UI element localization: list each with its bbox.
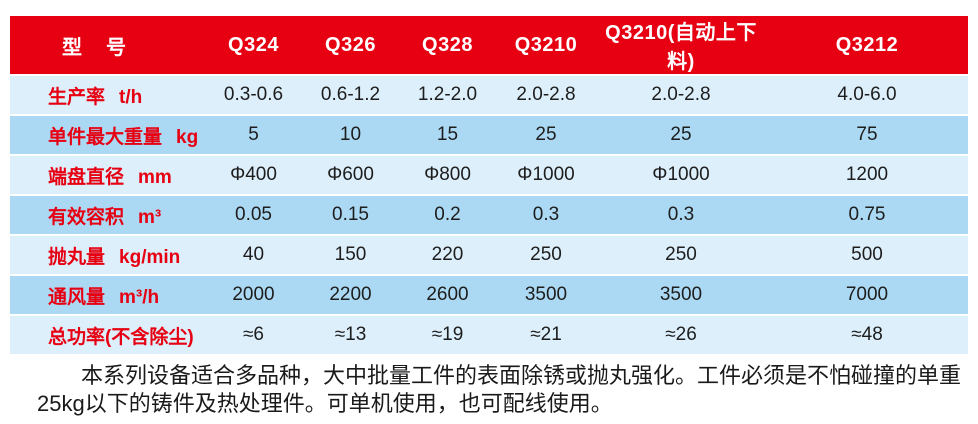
- row-unit-text: kg/min: [119, 246, 181, 268]
- spec-value: 0.3: [596, 195, 766, 236]
- model-header-q3210: Q3210: [496, 16, 596, 76]
- spec-value: 1200: [766, 155, 968, 196]
- row-label: 生产率 t/h: [10, 75, 205, 116]
- row-unit-text: mm: [138, 166, 172, 188]
- spec-value: ≈26: [596, 315, 766, 356]
- spec-value: 25: [596, 115, 766, 156]
- spec-value: 2600: [399, 275, 496, 316]
- spec-value: 4.0-6.0: [766, 75, 968, 116]
- row-unit-text: m³: [138, 206, 162, 228]
- row-unit-text: kg: [176, 126, 199, 148]
- row-label: 总功率(不含除尘): [10, 315, 205, 356]
- spec-value: 40: [205, 235, 302, 276]
- row-label-text: 单件最大重量: [48, 126, 163, 148]
- table-row-shot-flow: 抛丸量 kg/min 40 150 220 250 250 500: [10, 235, 968, 276]
- row-label-text: 生产率: [48, 86, 106, 108]
- model-header-q326: Q326: [302, 16, 399, 76]
- spec-value: 1.2-2.0: [399, 75, 496, 116]
- table-row-productivity: 生产率 t/h 0.3-0.6 0.6-1.2 1.2-2.0 2.0-2.8 2…: [10, 75, 968, 116]
- spec-value: 3500: [496, 275, 596, 316]
- spec-value: 0.6-1.2: [302, 75, 399, 116]
- spec-value: ≈13: [302, 315, 399, 356]
- spec-value: 5: [205, 115, 302, 156]
- row-unit-text: t/h: [119, 86, 143, 108]
- spec-value: 250: [596, 235, 766, 276]
- row-label: 抛丸量 kg/min: [10, 235, 205, 276]
- spec-value: 15: [399, 115, 496, 156]
- spec-value: 2.0-2.8: [596, 75, 766, 116]
- spec-value: 75: [766, 115, 968, 156]
- spec-value: 220: [399, 235, 496, 276]
- spec-value: 250: [496, 235, 596, 276]
- model-header-q324: Q324: [205, 16, 302, 76]
- spec-value: 2.0-2.8: [496, 75, 596, 116]
- table-header-row: 型 号 Q324 Q326 Q328 Q3210 Q3210(自动上下料) Q3…: [10, 16, 968, 76]
- spec-value: 25: [496, 115, 596, 156]
- spec-value: ≈19: [399, 315, 496, 356]
- spec-value: Φ400: [205, 155, 302, 196]
- spec-value: Φ1000: [596, 155, 766, 196]
- model-header-q328: Q328: [399, 16, 496, 76]
- table-row-max-piece-weight: 单件最大重量 kg 5 10 15 25 25 75: [10, 115, 968, 156]
- spec-value: 0.05: [205, 195, 302, 236]
- table-row-effective-volume: 有效容积 m³ 0.05 0.15 0.2 0.3 0.3 0.75: [10, 195, 968, 236]
- row-label-text: 抛丸量: [48, 246, 106, 268]
- model-header-q3210-auto: Q3210(自动上下料): [596, 16, 766, 76]
- spec-value: 150: [302, 235, 399, 276]
- row-label-text: 通风量: [48, 286, 106, 308]
- spec-value: ≈6: [205, 315, 302, 356]
- spec-value: 10: [302, 115, 399, 156]
- row-label-text: 端盘直径: [48, 166, 125, 188]
- product-description: 本系列设备适合多品种，大中批量工件的表面除锈或抛丸强化。工件必须是不怕碰撞的单重…: [37, 362, 967, 418]
- spec-table: 型 号 Q324 Q326 Q328 Q3210 Q3210(自动上下料) Q3…: [10, 16, 968, 356]
- spec-value: 2200: [302, 275, 399, 316]
- spec-value: 0.2: [399, 195, 496, 236]
- table-row-ventilation: 通风量 m³/h 2000 2200 2600 3500 3500 7000: [10, 275, 968, 316]
- spec-value: 0.3-0.6: [205, 75, 302, 116]
- spec-value: Φ1000: [496, 155, 596, 196]
- spec-value: 0.3: [496, 195, 596, 236]
- row-label: 端盘直径 mm: [10, 155, 205, 196]
- row-unit-text: m³/h: [119, 286, 160, 308]
- row-label-text: 总功率(不含除尘): [48, 326, 194, 348]
- row-label: 有效容积 m³: [10, 195, 205, 236]
- spec-value: 3500: [596, 275, 766, 316]
- spec-value: Φ600: [302, 155, 399, 196]
- table-row-end-disk-diameter: 端盘直径 mm Φ400 Φ600 Φ800 Φ1000 Φ1000 1200: [10, 155, 968, 196]
- model-label-header: 型 号: [10, 16, 205, 76]
- description-line: 25kg以下的铸件及热处理件。可单机使用，也可配线使用。: [37, 391, 613, 416]
- spec-value: 7000: [766, 275, 968, 316]
- spec-value: 0.15: [302, 195, 399, 236]
- row-label: 通风量 m³/h: [10, 275, 205, 316]
- spec-value: 2000: [205, 275, 302, 316]
- model-header-q3212: Q3212: [766, 16, 968, 76]
- spec-value: Φ800: [399, 155, 496, 196]
- row-label: 单件最大重量 kg: [10, 115, 205, 156]
- row-label-text: 有效容积: [48, 206, 125, 228]
- spec-value: ≈21: [496, 315, 596, 356]
- spec-value: 500: [766, 235, 968, 276]
- table-row-total-power: 总功率(不含除尘) ≈6 ≈13 ≈19 ≈21 ≈26 ≈48: [10, 315, 968, 356]
- description-line: 本系列设备适合多品种，大中批量工件的表面除锈或抛丸强化。工件必须是不怕碰撞的单重: [81, 363, 962, 388]
- spec-value: 0.75: [766, 195, 968, 236]
- spec-value: ≈48: [766, 315, 968, 356]
